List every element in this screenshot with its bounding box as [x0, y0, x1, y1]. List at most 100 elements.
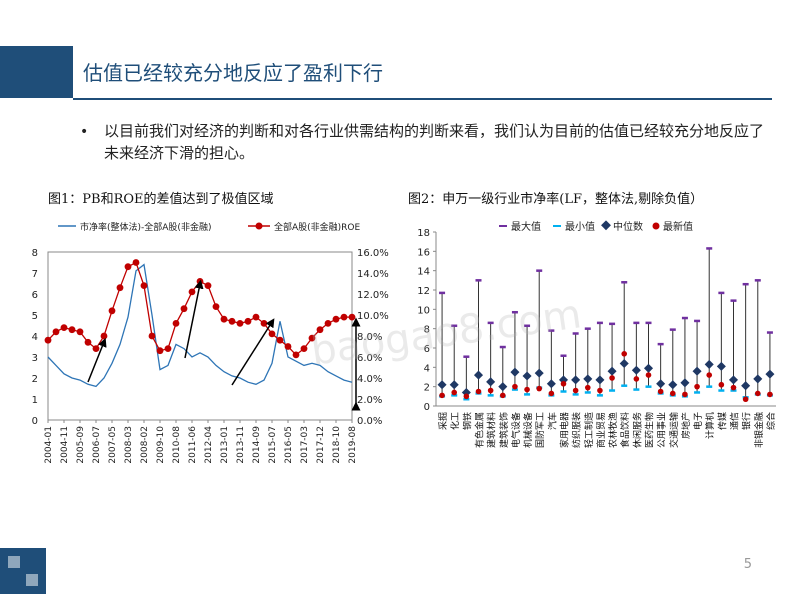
body-paragraph: 以目前我们对经济的判断和对各行业供需结构的判断来看，我们认为目前的估值已经较充分… [104, 122, 765, 162]
latest-point [621, 351, 628, 357]
latest-point [475, 388, 482, 395]
y-left-tick-label: 4 [32, 332, 38, 343]
x-tick-label: 2019-08 [348, 426, 358, 464]
category-label: 休闲服务 [631, 412, 643, 448]
category-label: 机械设备 [522, 412, 534, 448]
median-point [704, 359, 714, 369]
y-right-tick-label: 8.0% [357, 332, 382, 343]
latest-point [536, 385, 543, 392]
median-point [473, 370, 484, 380]
category-label: 家用电器 [559, 412, 571, 448]
pb-roe-line-chart: 市净率(整体法)-全部A股(非金融) 全部A股(非金融)ROE 0 1 2 3 4 5 6 7 8 0… [32, 221, 389, 464]
category-label: 公用事业 [656, 412, 668, 448]
roe-point [172, 320, 180, 327]
title-accent-band [0, 46, 73, 98]
y-right-tick-label: 14.0% [357, 269, 389, 280]
latest-point [767, 391, 773, 398]
roe-point [76, 328, 84, 336]
category-label: 非银金融 [753, 412, 765, 448]
category-label: 电子 [692, 412, 704, 430]
x-tick-label: 2007-05 [108, 426, 118, 464]
median-point [619, 358, 629, 368]
roe-point [100, 332, 108, 340]
y-left-tick-label: 2 [32, 374, 38, 385]
y-left-tick-label: 0 [32, 416, 38, 427]
roe-point [52, 328, 60, 336]
legend-label: 最大值 [511, 220, 541, 233]
latest-point [706, 372, 713, 378]
y-right-tick-label: 4.0% [357, 374, 382, 385]
latest-point [548, 390, 555, 397]
y-right-tick-label: 16.0% [357, 248, 389, 259]
legend-pb-label: 市净率(整体法)-全部A股(非金融) [80, 221, 211, 233]
roe-point [84, 338, 92, 346]
latest-point [463, 393, 470, 400]
roe-point [124, 263, 132, 271]
x-tick-label: 2006-07 [92, 426, 102, 464]
category-label: 综合 [765, 412, 777, 430]
bullet-icon: • [80, 124, 89, 140]
annotation-arrow [184, 279, 204, 359]
category-label: 建筑材料 [486, 412, 498, 448]
category-label: 交通运输 [668, 412, 680, 448]
latest-point [657, 388, 664, 395]
roe-point [44, 336, 52, 344]
median-point [765, 369, 775, 379]
y-tick-label: 0 [424, 402, 430, 413]
slide-title: 估值已经较充分地反应了盈利下行 [83, 61, 383, 85]
median-point [583, 374, 593, 384]
y-right-tick-label: 12.0% [357, 290, 389, 301]
x-tick-label: 2014-09 [252, 426, 262, 464]
roe-point [188, 288, 196, 296]
latest-point [451, 389, 458, 396]
median-point [510, 367, 520, 377]
category-label: 轻工制造 [583, 412, 595, 448]
x-tick-label: 2009-10 [156, 426, 166, 464]
latest-point [597, 387, 603, 394]
plot-frame [47, 251, 353, 421]
median-point [692, 366, 702, 376]
y-tick-label: 6 [424, 344, 430, 355]
roe-point [140, 282, 148, 289]
category-label: 食品饮料 [619, 412, 631, 448]
page-number: 5 [743, 557, 752, 572]
median-point [741, 381, 751, 391]
latest-point [439, 392, 445, 399]
category-label: 医药生物 [644, 412, 656, 448]
y-left-tick-label: 3 [32, 353, 38, 364]
median-point [680, 378, 690, 388]
roe-point [196, 278, 204, 285]
figure2-caption: 图2：申万一级行业市净率(LF，整体法,剔除负值） [408, 192, 704, 207]
roe-point [268, 330, 276, 338]
roe-point [348, 313, 356, 321]
y-left-tick-label: 7 [32, 269, 38, 280]
latest-point [633, 376, 640, 382]
x-tick-label: 2004-11 [60, 426, 70, 464]
roe-point [116, 284, 124, 292]
median-point [522, 371, 532, 381]
pb-series-line [47, 263, 353, 388]
roe-point [292, 351, 300, 359]
roe-point [308, 334, 316, 342]
median-point [486, 377, 496, 387]
title-bar: 估值已经较充分地反应了盈利下行 [73, 46, 772, 100]
legend-label: 最小值 [565, 220, 595, 233]
latest-point [682, 391, 688, 398]
y-right-tick-label: 0.0% [357, 416, 382, 427]
y-left-tick-label: 8 [32, 248, 38, 259]
annotation-arrow [87, 337, 107, 383]
latest-point [730, 384, 737, 391]
category-label: 银行 [741, 412, 753, 430]
y-right-tick-label: 6.0% [357, 353, 382, 364]
median-point [668, 380, 678, 390]
roe-point [60, 324, 68, 331]
y-right-tick-label: 2.0% [357, 395, 382, 406]
median-point [534, 368, 544, 378]
roe-point [300, 345, 308, 352]
category-label: 建筑装饰 [498, 412, 510, 448]
roe-point [244, 317, 252, 325]
roe-point [228, 317, 236, 325]
legend-swatch [601, 220, 611, 231]
roe-point [68, 326, 76, 334]
latest-point [742, 396, 749, 403]
